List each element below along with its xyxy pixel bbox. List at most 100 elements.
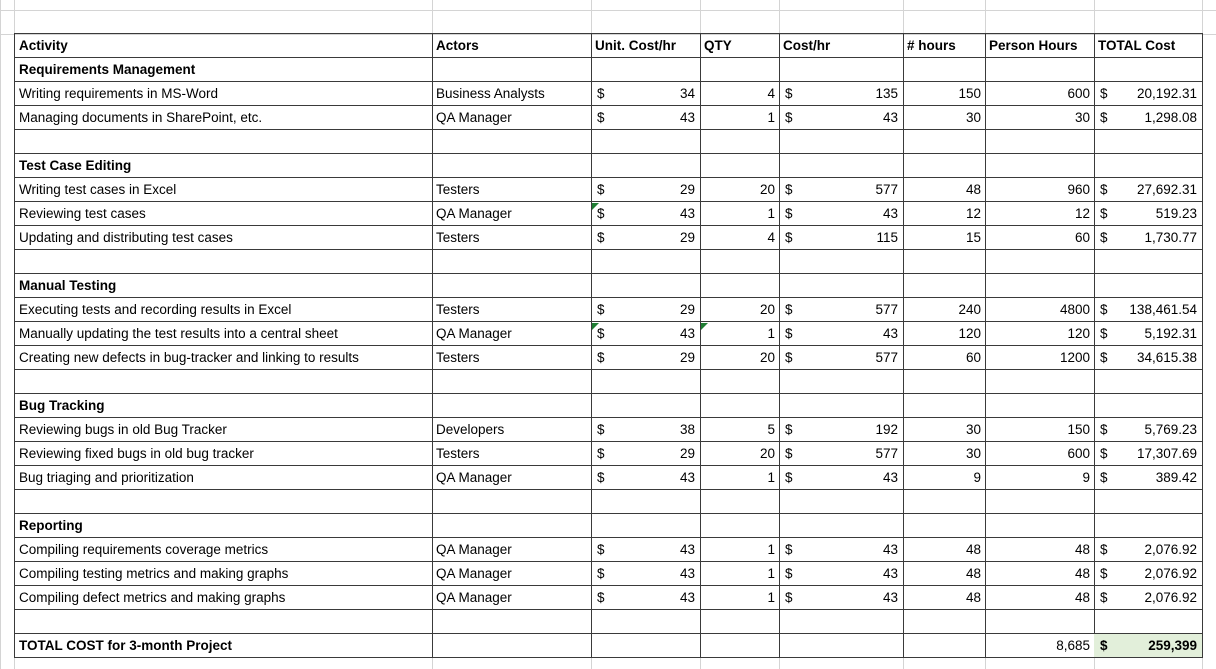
currency-symbol: $ (1100, 230, 1108, 245)
cell (700, 514, 780, 538)
currency-symbol: $ (597, 470, 605, 485)
unit-cost: $34 (591, 82, 701, 106)
cost-hr: $43 (779, 202, 904, 226)
actors-header: Actors (432, 33, 592, 58)
total-cost: $2,076.92 (1094, 562, 1203, 586)
amount: 2,076.92 (1144, 566, 1197, 581)
hours: 48 (903, 538, 986, 562)
hours: 150 (903, 82, 986, 106)
cell (591, 274, 701, 298)
gridline (0, 0, 1, 669)
section-title: Reporting (14, 514, 433, 538)
currency-symbol: $ (785, 302, 793, 317)
total-cost: $17,307.69 (1094, 442, 1203, 466)
cell (779, 370, 904, 394)
currency-symbol: $ (785, 590, 793, 605)
activity: Compiling defect metrics and making grap… (14, 586, 433, 610)
hours: 30 (903, 418, 986, 442)
activity: Compiling requirements coverage metrics (14, 538, 433, 562)
currency-symbol: $ (597, 446, 605, 461)
activity: Writing test cases in Excel (14, 178, 433, 202)
amount: 20,192.31 (1136, 86, 1197, 101)
amount: 259,399 (1148, 638, 1197, 653)
actors: Testers (432, 298, 592, 322)
cell (779, 610, 904, 634)
activity: Writing requirements in MS-Word (14, 82, 433, 106)
amount: 34,615.38 (1136, 350, 1197, 365)
amount: 43 (882, 326, 898, 341)
actors: QA Manager (432, 586, 592, 610)
qty-header: QTY (700, 33, 780, 58)
currency-symbol: $ (785, 86, 793, 101)
error-indicator (701, 323, 708, 330)
cell (985, 154, 1095, 178)
cell (432, 154, 592, 178)
person-hours: 600 (985, 442, 1095, 466)
unit-cost: $29 (591, 442, 701, 466)
amount: 38 (679, 422, 695, 437)
total-cost: $1,298.08 (1094, 106, 1203, 130)
hours: 48 (903, 586, 986, 610)
cell (700, 274, 780, 298)
cell (591, 514, 701, 538)
person-hours: 960 (985, 178, 1095, 202)
cell (432, 250, 592, 274)
hours: 48 (903, 178, 986, 202)
currency-symbol: $ (785, 446, 793, 461)
currency-symbol: $ (597, 302, 605, 317)
person-hours: 150 (985, 418, 1095, 442)
cell (903, 58, 986, 82)
cell (1094, 154, 1203, 178)
currency-symbol: $ (1100, 566, 1108, 581)
activity: Compiling testing metrics and making gra… (14, 562, 433, 586)
cost-hr: $192 (779, 418, 904, 442)
person-hours: 9 (985, 466, 1095, 490)
error-indicator (592, 323, 599, 330)
amount: 5,192.31 (1144, 326, 1197, 341)
section-title: Manual Testing (14, 274, 433, 298)
qty: 20 (700, 298, 780, 322)
currency-symbol: $ (597, 86, 605, 101)
hours: 48 (903, 562, 986, 586)
hours: 9 (903, 466, 986, 490)
actors: Testers (432, 442, 592, 466)
currency-symbol: $ (785, 542, 793, 557)
amount: 43 (882, 110, 898, 125)
total-cost: $1,730.77 (1094, 226, 1203, 250)
cell (432, 58, 592, 82)
cell (14, 130, 433, 154)
amount: 192 (875, 422, 898, 437)
currency-symbol: $ (785, 566, 793, 581)
unit-cost: $43 (591, 106, 701, 130)
amount: 43 (679, 470, 695, 485)
activity: Manually updating the test results into … (14, 322, 433, 346)
amount: 43 (679, 110, 695, 125)
amount: 577 (875, 350, 898, 365)
actors: QA Manager (432, 202, 592, 226)
currency-symbol: $ (785, 182, 793, 197)
total-cost: $2,076.92 (1094, 586, 1203, 610)
unit-cost: $43 (591, 466, 701, 490)
amount: 29 (679, 446, 695, 461)
activity: Bug triaging and prioritization (14, 466, 433, 490)
activity: Creating new defects in bug-tracker and … (14, 346, 433, 370)
amount: 43 (679, 566, 695, 581)
activity-header: Activity (14, 33, 433, 58)
cell (432, 370, 592, 394)
cell (1094, 490, 1203, 514)
hours: 120 (903, 322, 986, 346)
currency-symbol: $ (1100, 470, 1108, 485)
person-hours: 1200 (985, 346, 1095, 370)
hours: 30 (903, 106, 986, 130)
actors: Testers (432, 226, 592, 250)
qty: 1 (700, 562, 780, 586)
cell (1094, 610, 1203, 634)
cell (779, 130, 904, 154)
total-cost: $138,461.54 (1094, 298, 1203, 322)
currency-symbol: $ (597, 206, 605, 221)
cell (1094, 514, 1203, 538)
person-hours: 12 (985, 202, 1095, 226)
currency-symbol: $ (597, 182, 605, 197)
